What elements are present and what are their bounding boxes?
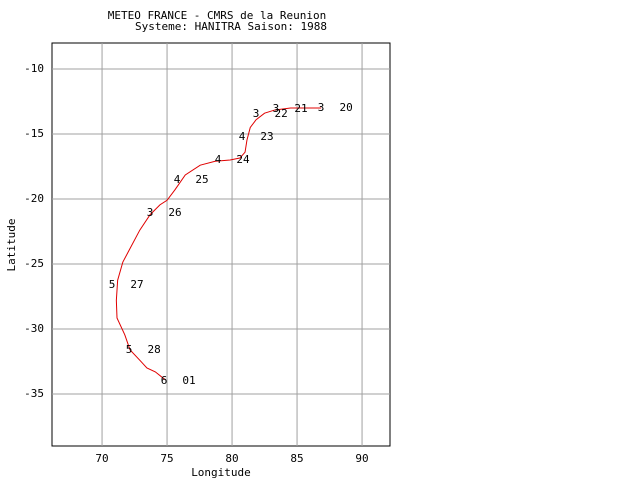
x-axis-label: Longitude [191,466,251,479]
intensity-label: 4 [174,173,181,186]
plot-frame [51,42,391,447]
date-label: 24 [236,153,250,166]
x-tick-label: 80 [225,452,238,465]
intensity-label: 3 [273,102,280,115]
chart-title: METEO FRANCE - CMRS de la Reunion [108,9,327,22]
y-tick-label: -25 [24,257,44,270]
date-label: 27 [130,278,143,291]
date-label: 22 [274,107,287,120]
date-label: 20 [339,101,352,114]
y-tick-label: -15 [24,127,44,140]
track-line [115,107,322,381]
date-label: 23 [260,130,273,143]
intensity-label: 6 [161,374,168,387]
y-tick-label: -10 [24,62,44,75]
intensity-label: 5 [126,343,133,356]
x-tick-label: 90 [355,452,368,465]
chart-subtitle: Systeme: HANITRA Saison: 1988 [135,20,327,33]
y-tick-label: -35 [24,387,44,400]
y-tick-label: -30 [24,322,44,335]
y-tick-label: -20 [24,192,44,205]
intensity-label: 4 [239,130,246,143]
intensity-label: 5 [109,278,116,291]
x-tick-label: 85 [290,452,303,465]
x-tick-label: 70 [95,452,108,465]
x-tick-label: 75 [160,452,173,465]
intensity-label: 3 [147,206,154,219]
y-axis-label: Latitude [5,219,18,272]
date-label: 01 [182,374,195,387]
date-label: 26 [168,206,181,219]
date-label: 21 [294,102,307,115]
date-label: 28 [147,343,160,356]
date-label: 25 [195,173,208,186]
intensity-label: 4 [215,153,222,166]
intensity-label: 3 [253,107,260,120]
intensity-label: 3 [318,101,325,114]
